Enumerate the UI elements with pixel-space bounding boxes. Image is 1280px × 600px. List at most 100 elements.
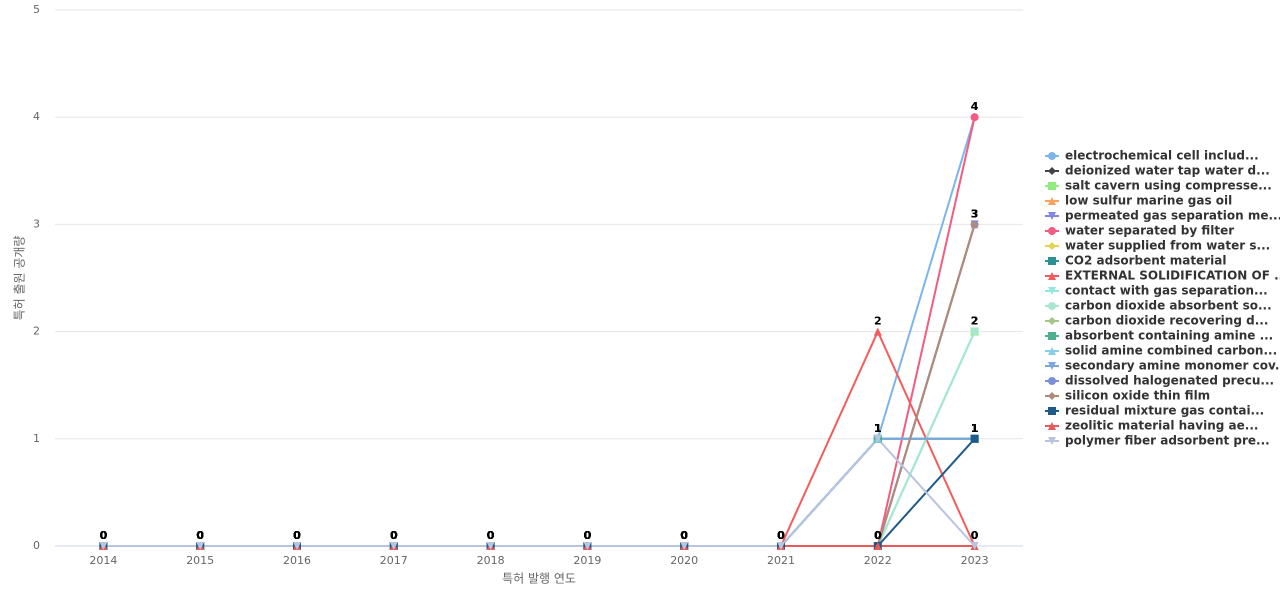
data-label: 0 bbox=[680, 529, 688, 542]
data-label: 0 bbox=[584, 529, 592, 542]
legend-item[interactable]: salt cavern using compresse... bbox=[1045, 179, 1272, 193]
x-tick-label: 2023 bbox=[961, 554, 989, 567]
data-label: 0 bbox=[293, 529, 301, 542]
data-label: 0 bbox=[680, 529, 688, 542]
data-label: 0 bbox=[293, 529, 301, 542]
data-label: 1 bbox=[874, 422, 882, 435]
data-label: 0 bbox=[100, 529, 108, 542]
data-label: 0 bbox=[777, 529, 785, 542]
series-line bbox=[103, 437, 975, 547]
data-label: 0 bbox=[584, 529, 592, 542]
data-label: 0 bbox=[196, 529, 204, 542]
data-label: 0 bbox=[584, 529, 592, 542]
data-label: 0 bbox=[390, 529, 398, 542]
data-label: 2 bbox=[971, 315, 979, 328]
legend-item[interactable]: secondary amine monomer cov... bbox=[1045, 359, 1280, 373]
data-label: 3 bbox=[971, 207, 979, 220]
data-label: 3 bbox=[971, 207, 979, 220]
data-label: 1 bbox=[971, 422, 979, 435]
legend-item[interactable]: permeated gas separation me... bbox=[1045, 209, 1280, 223]
legend-item[interactable]: electrochemical cell includ... bbox=[1045, 149, 1259, 163]
legend-item[interactable]: silicon oxide thin film bbox=[1045, 389, 1210, 403]
legend-item[interactable]: contact with gas separation... bbox=[1045, 284, 1268, 298]
data-label: 0 bbox=[874, 529, 882, 542]
marker bbox=[1048, 437, 1056, 445]
data-label: 0 bbox=[196, 529, 204, 542]
legend-item[interactable]: low sulfur marine gas oil bbox=[1045, 194, 1232, 208]
data-label: 3 bbox=[971, 207, 979, 220]
marker bbox=[1048, 377, 1056, 385]
data-label: 0 bbox=[777, 529, 785, 542]
data-label: 0 bbox=[100, 529, 108, 542]
data-label: 0 bbox=[100, 529, 108, 542]
legend-label: dissolved halogenated precu... bbox=[1065, 374, 1274, 388]
legend-item[interactable]: polymer fiber adsorbent pre... bbox=[1045, 434, 1270, 448]
legend-item[interactable]: solid amine combined carbon... bbox=[1045, 344, 1277, 358]
data-label: 0 bbox=[293, 529, 301, 542]
legend-label: silicon oxide thin film bbox=[1065, 389, 1210, 403]
y-tick-label: 5 bbox=[33, 3, 40, 16]
data-label: 0 bbox=[584, 529, 592, 542]
legend-item[interactable]: water supplied from water s... bbox=[1045, 239, 1270, 253]
data-label: 0 bbox=[487, 529, 495, 542]
data-label: 0 bbox=[680, 529, 688, 542]
data-label: 0 bbox=[100, 529, 108, 542]
legend-item[interactable]: dissolved halogenated precu... bbox=[1045, 374, 1274, 388]
series-line bbox=[103, 437, 976, 547]
data-label: 0 bbox=[680, 529, 688, 542]
marker bbox=[1048, 362, 1056, 370]
legend-item[interactable]: absorbent containing amine ... bbox=[1045, 329, 1273, 343]
marker bbox=[1048, 272, 1056, 280]
legend-label: water supplied from water s... bbox=[1065, 239, 1270, 253]
legend-item[interactable]: water separated by filter bbox=[1045, 224, 1234, 238]
data-label: 0 bbox=[680, 529, 688, 542]
legend-item[interactable]: CO2 adsorbent material bbox=[1045, 254, 1226, 268]
legend-item[interactable]: deionized water tap water d... bbox=[1045, 164, 1270, 178]
data-label: 3 bbox=[971, 207, 979, 220]
data-label: 0 bbox=[293, 529, 301, 542]
x-tick-label: 2016 bbox=[283, 554, 311, 567]
data-label: 0 bbox=[196, 529, 204, 542]
marker bbox=[1048, 332, 1056, 340]
series-line bbox=[103, 224, 976, 547]
data-label: 0 bbox=[487, 529, 495, 542]
x-tick-label: 2019 bbox=[573, 554, 601, 567]
data-label: 0 bbox=[196, 529, 204, 542]
marker bbox=[680, 542, 689, 550]
data-label: 0 bbox=[584, 529, 592, 542]
legend-item[interactable]: carbon dioxide absorbent so... bbox=[1045, 299, 1272, 313]
y-tick-label: 0 bbox=[33, 539, 40, 552]
data-label: 0 bbox=[390, 529, 398, 542]
legend-item[interactable]: zeolitic material having ae... bbox=[1045, 419, 1258, 433]
data-label: 0 bbox=[196, 529, 204, 542]
data-label: 0 bbox=[777, 529, 785, 542]
data-label: 0 bbox=[390, 529, 398, 542]
data-label: 0 bbox=[874, 529, 882, 542]
legend-item[interactable]: carbon dioxide recovering d... bbox=[1045, 314, 1268, 328]
data-label: 0 bbox=[100, 529, 108, 542]
data-label: 0 bbox=[971, 529, 979, 542]
marker bbox=[196, 542, 205, 550]
data-label: 0 bbox=[487, 529, 495, 542]
legend-label: contact with gas separation... bbox=[1065, 284, 1268, 298]
data-label: 0 bbox=[874, 529, 882, 542]
data-label: 0 bbox=[293, 529, 301, 542]
data-label: 0 bbox=[390, 529, 398, 542]
x-tick-label: 2015 bbox=[186, 554, 214, 567]
data-label: 0 bbox=[777, 529, 785, 542]
marker bbox=[1048, 152, 1056, 160]
legend-item[interactable]: EXTERNAL SOLIDIFICATION OF ... bbox=[1045, 269, 1280, 283]
data-label: 0 bbox=[777, 529, 785, 542]
data-label: 0 bbox=[293, 529, 301, 542]
data-label: 0 bbox=[100, 529, 108, 542]
x-tick-label: 2018 bbox=[477, 554, 505, 567]
legend-label: low sulfur marine gas oil bbox=[1065, 194, 1232, 208]
data-label: 0 bbox=[680, 529, 688, 542]
marker bbox=[1048, 347, 1056, 355]
legend-item[interactable]: residual mixture gas contai... bbox=[1045, 404, 1264, 418]
data-label: 0 bbox=[390, 529, 398, 542]
y-tick-label: 2 bbox=[33, 325, 40, 338]
data-label: 0 bbox=[874, 529, 882, 542]
data-label: 0 bbox=[100, 529, 108, 542]
